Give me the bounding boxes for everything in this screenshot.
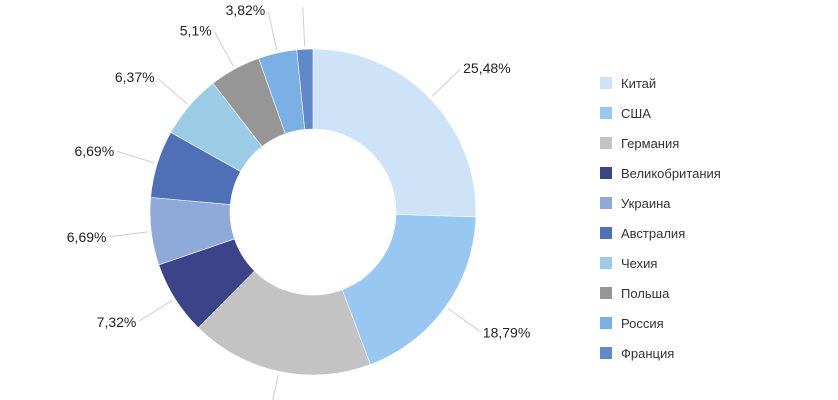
slice-1 [312, 48, 477, 218]
legend-label: Франция [621, 345, 675, 361]
leader-line-2 [447, 308, 481, 332]
legend-item: Франция [600, 338, 721, 368]
legend-swatch [600, 227, 612, 239]
data-label-1: 25,48% [463, 60, 510, 76]
legend-label: Австралия [621, 225, 686, 241]
leader-line-6 [117, 150, 155, 164]
legend-item: Китай [600, 68, 721, 98]
data-label-4: 7,32% [97, 314, 137, 330]
slice-10 [296, 48, 314, 130]
leader-line-9 [267, 11, 278, 51]
legend-label: Германия [621, 135, 680, 151]
legend-item: Украина [600, 188, 721, 218]
leader-line-8 [214, 31, 234, 67]
legend-label: США [621, 105, 651, 121]
legend-swatch [600, 107, 612, 119]
legend-swatch [600, 347, 612, 359]
data-label-9: 3,82% [226, 2, 266, 18]
legend-swatch [600, 137, 612, 149]
donut-slices [149, 48, 477, 376]
legend-swatch [600, 197, 612, 209]
legend-item: США [600, 98, 721, 128]
leader-line-1 [431, 68, 461, 97]
legend-swatch [600, 257, 612, 269]
data-label-7: 6,37% [115, 69, 155, 85]
legend-swatch [600, 287, 612, 299]
legend-label: Украина [621, 195, 671, 211]
slice-2 [341, 214, 477, 365]
leader-line-3 [272, 374, 279, 400]
legend-item: Великобритания [600, 158, 721, 188]
legend-item: Чехия [600, 248, 721, 278]
leader-line-5 [109, 231, 149, 238]
data-label-8: 5,1% [180, 22, 212, 38]
legend-item: Германия [600, 128, 721, 158]
legend-swatch [600, 77, 612, 89]
leader-lines [109, 7, 481, 400]
data-label-2: 18,79% [483, 324, 530, 340]
legend-label: Польша [621, 285, 670, 301]
leader-line-7 [157, 77, 188, 105]
data-label-5: 6,69% [67, 229, 107, 245]
legend-swatch [600, 317, 612, 329]
leader-line-10 [302, 7, 306, 47]
slice-3 [197, 270, 371, 376]
legend-label: Великобритания [621, 165, 721, 181]
leader-line-4 [139, 299, 173, 322]
legend-label: Чехия [621, 255, 658, 271]
data-labels: 25,48% 18,79% 7,32% 6,69% 6,69% 6,37% 5,1% 3,82… [67, 2, 530, 340]
legend-item: Россия [600, 308, 721, 338]
legend-label: Россия [621, 315, 664, 331]
data-label-6: 6,69% [74, 143, 114, 159]
legend-item: Австралия [600, 218, 721, 248]
legend-swatch [600, 167, 612, 179]
legend-label: Китай [621, 75, 657, 91]
legend: Китай США Германия Великобритания Украина Авс… [600, 68, 721, 368]
legend-item: Польша [600, 278, 721, 308]
